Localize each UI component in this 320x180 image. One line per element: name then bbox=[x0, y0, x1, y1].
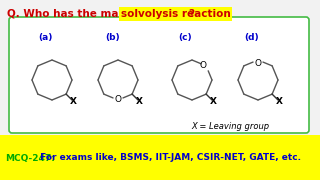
Text: X: X bbox=[210, 97, 217, 106]
Text: (a): (a) bbox=[38, 33, 52, 42]
Text: X: X bbox=[136, 97, 143, 106]
Text: O: O bbox=[200, 61, 207, 70]
Text: ?: ? bbox=[188, 9, 194, 19]
Text: Q. Who has the maximum rate for: Q. Who has the maximum rate for bbox=[7, 9, 210, 19]
Text: O: O bbox=[115, 96, 122, 105]
Text: (d): (d) bbox=[244, 33, 259, 42]
Text: O: O bbox=[254, 60, 261, 69]
Text: MCQ-247:: MCQ-247: bbox=[5, 154, 55, 163]
Text: X = Leaving group: X = Leaving group bbox=[191, 122, 269, 131]
Text: For exams like, BSMS, IIT-JAM, CSIR-NET, GATE, etc.: For exams like, BSMS, IIT-JAM, CSIR-NET,… bbox=[37, 154, 301, 163]
Text: X: X bbox=[276, 97, 283, 106]
Text: (b): (b) bbox=[105, 33, 120, 42]
Text: X: X bbox=[70, 97, 77, 106]
Text: (c): (c) bbox=[178, 33, 192, 42]
FancyBboxPatch shape bbox=[9, 17, 309, 133]
Text: solvolysis reaction: solvolysis reaction bbox=[121, 9, 230, 19]
FancyBboxPatch shape bbox=[0, 135, 320, 180]
